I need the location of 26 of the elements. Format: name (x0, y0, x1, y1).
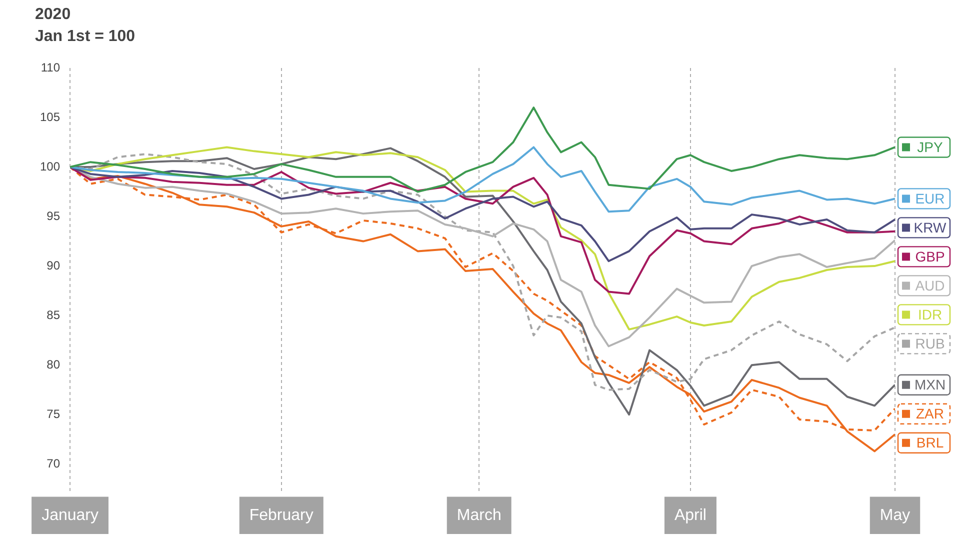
y-tick-label: 70 (46, 456, 60, 470)
legend-label: KRW (914, 220, 947, 236)
chart-subtitle: Jan 1st = 100 (35, 27, 136, 47)
y-tick-label: 110 (40, 60, 60, 74)
x-tick-label: April (674, 506, 706, 524)
legend-label: IDR (918, 306, 942, 323)
y-tick-label: 75 (46, 406, 60, 421)
x-tick-label: January (42, 506, 98, 524)
y-tick-label: 95 (46, 208, 60, 223)
legend-label: AUD (915, 278, 945, 294)
legend-label: ZAR (916, 406, 944, 422)
x-tick-label: March (456, 506, 502, 524)
legend-label: JPY (917, 139, 944, 156)
legend-label: RUB (915, 336, 945, 352)
y-tick-label: 105 (40, 110, 60, 124)
legend-label: EUR (915, 190, 945, 207)
legend-label: BRL (916, 434, 944, 451)
legend-label: MXN (914, 376, 946, 393)
x-tick-label: May (880, 506, 910, 524)
y-tick-label: 100 (40, 159, 60, 174)
y-tick-label: 85 (46, 308, 60, 322)
legend-label: GBP (915, 248, 945, 265)
y-tick-label: 90 (46, 258, 60, 272)
chart-title: 2020 (35, 5, 72, 25)
y-tick-label: 80 (46, 357, 60, 372)
x-tick-label: February (249, 506, 314, 524)
